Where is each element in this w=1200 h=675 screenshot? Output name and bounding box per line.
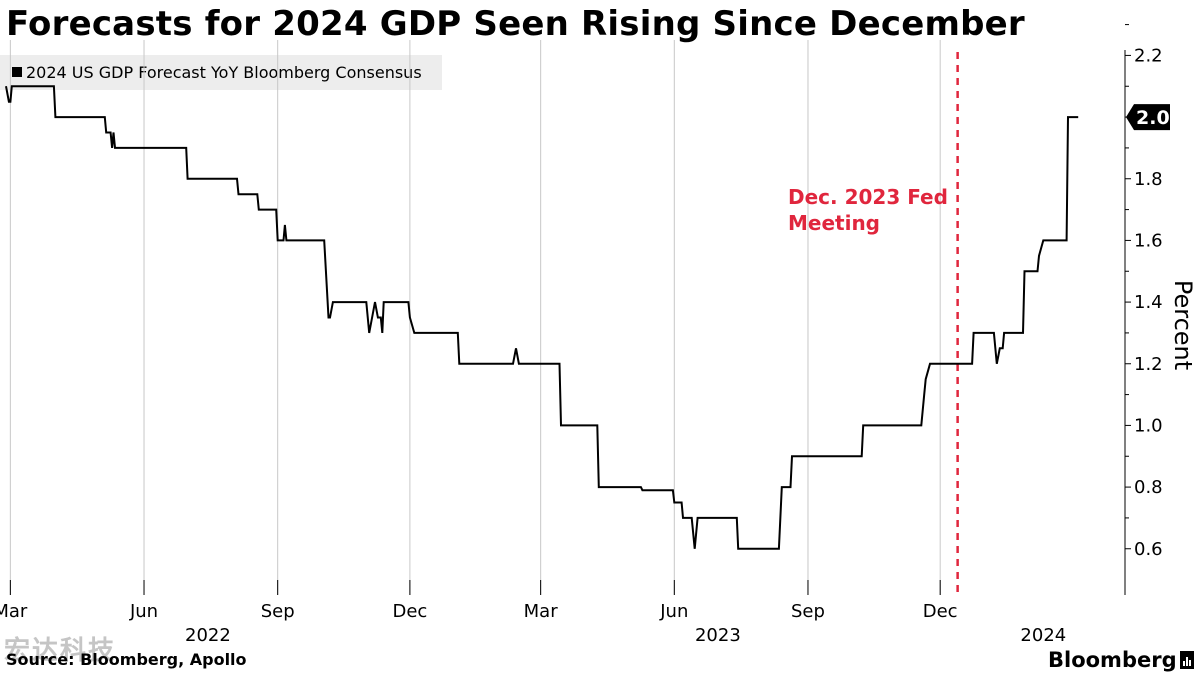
x-year-label: 2022 [185, 625, 231, 646]
source-note: Source: Bloomberg, Apollo [6, 650, 247, 669]
watermark: 宏达科技 [4, 636, 117, 666]
x-tick-label: Jun [659, 601, 688, 622]
series-line [5, 85, 1079, 550]
legend-label: 2024 US GDP Forecast YoY Bloomberg Conse… [26, 63, 422, 82]
y-tick-label: 2.2 [1134, 45, 1163, 66]
x-tick-label: Dec [392, 601, 427, 622]
y-tick-label: 1.0 [1134, 415, 1163, 436]
x-year-label: 2024 [1020, 625, 1066, 646]
y-tick-label: 1.4 [1134, 292, 1163, 313]
x-tick-label: Sep [791, 601, 825, 622]
y-tick-label: 0.6 [1134, 539, 1163, 560]
y-tick-label: 1.2 [1134, 354, 1163, 375]
bloomberg-logo: Bloomberg [1048, 648, 1177, 672]
fed-meeting-label: Meeting [788, 211, 880, 235]
x-tick-label: Sep [261, 601, 295, 622]
fed-meeting-label: Dec. 2023 Fed [788, 185, 948, 209]
legend: 2024 US GDP Forecast YoY Bloomberg Conse… [0, 55, 442, 90]
y-tick-label: 1.8 [1134, 169, 1163, 190]
chart-title: Forecasts for 2024 GDP Seen Rising Since… [6, 4, 1025, 44]
grid-lines [9, 40, 941, 595]
last-value-label: 2.0 [1136, 107, 1170, 129]
x-year-label: 2023 [695, 625, 741, 646]
x-tick-label: Mar [524, 601, 559, 622]
y-tick-label: 0.8 [1134, 477, 1163, 498]
x-tick-label: Dec [923, 601, 958, 622]
y-axis-label: Percent [1169, 280, 1197, 370]
bloomberg-chart-icon [1180, 651, 1194, 669]
legend-swatch [12, 67, 22, 77]
series-layer [5, 85, 1079, 550]
x-tick-label: Mar [0, 601, 28, 622]
last-value-flag [1126, 104, 1170, 131]
y-axis: 0.6 0.8 1.0 1.2 1.4 1.6 1.8 2.2 Percent [1124, 24, 1197, 595]
x-tick-label: Jun [129, 601, 158, 622]
last-value-layer: 2.0 [1126, 104, 1170, 131]
y-tick-label: 1.6 [1134, 230, 1163, 251]
x-axis: Mar Jun Sep Dec Mar Jun Sep Dec 2022 2023 2024 [0, 580, 1066, 646]
